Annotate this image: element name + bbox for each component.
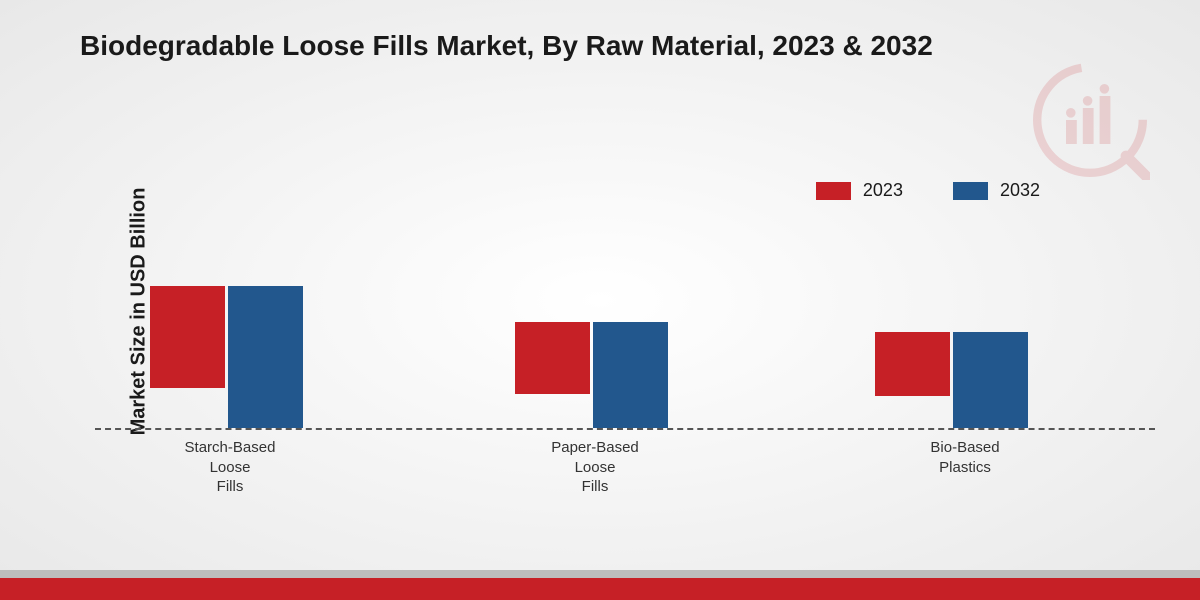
- x-label-1: Paper-BasedLooseFills: [530, 438, 660, 497]
- bar-group-1: [515, 322, 668, 428]
- footer-divider: [0, 570, 1200, 578]
- footer-bar: [0, 578, 1200, 600]
- bar-0-1: [228, 286, 303, 428]
- bar-2-1: [953, 332, 1028, 428]
- chart-area: 1.03Starch-BasedLooseFillsPaper-BasedLoo…: [95, 120, 1155, 490]
- bar-1-0: [515, 322, 590, 394]
- bar-1-1: [593, 322, 668, 428]
- chart-title: Biodegradable Loose Fills Market, By Raw…: [80, 30, 933, 62]
- bar-group-2: [875, 332, 1028, 428]
- x-label-2: Bio-BasedPlastics: [900, 438, 1030, 477]
- x-label-0: Starch-BasedLooseFills: [165, 438, 295, 497]
- baseline: [95, 428, 1155, 430]
- bar-2-0: [875, 332, 950, 396]
- bar-0-0: [150, 286, 225, 388]
- chart-container: Biodegradable Loose Fills Market, By Raw…: [0, 0, 1200, 600]
- bar-group-0: [150, 286, 303, 428]
